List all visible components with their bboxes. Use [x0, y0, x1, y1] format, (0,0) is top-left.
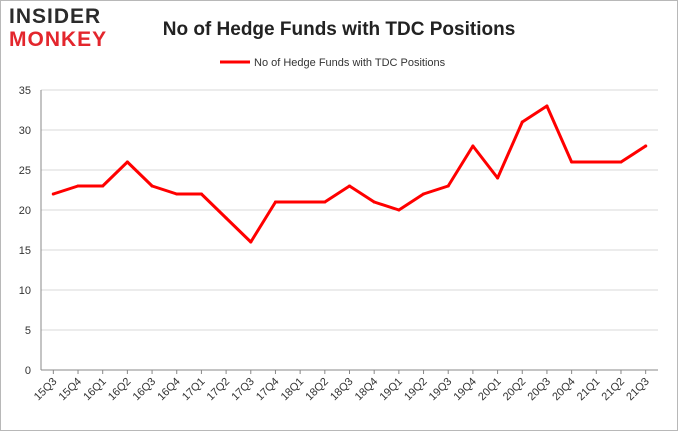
data-point [76, 184, 80, 188]
logo-line-2: MONKEY [9, 28, 108, 51]
data-point [545, 104, 549, 108]
x-tick-label: 18Q1 [279, 376, 307, 404]
x-tick-label: 19Q4 [451, 376, 479, 404]
data-point [594, 160, 598, 164]
x-tick-label: 19Q1 [377, 376, 405, 404]
data-point [348, 184, 351, 188]
data-point [175, 192, 179, 196]
series-line [51, 104, 648, 244]
x-tick-label: 21Q2 [600, 376, 628, 404]
x-axis: 15Q315Q416Q116Q216Q316Q417Q117Q217Q317Q4… [32, 370, 652, 403]
chart-title: No of Hedge Funds with TDC Positions [163, 19, 516, 40]
x-tick-label: 18Q3 [328, 376, 356, 404]
x-tick-label: 21Q1 [575, 376, 603, 404]
x-tick-label: 17Q4 [254, 376, 282, 404]
x-tick-label: 16Q2 [106, 376, 134, 404]
data-point [644, 144, 648, 148]
x-tick-label: 16Q1 [81, 376, 109, 404]
data-point [249, 240, 253, 244]
insider-monkey-logo: INSIDER MONKEY [9, 6, 107, 50]
x-tick-label: 15Q3 [32, 376, 60, 404]
data-point [150, 184, 154, 188]
series-layer [51, 104, 648, 244]
data-point [397, 208, 401, 212]
data-point [125, 160, 129, 164]
grid [41, 89, 658, 331]
x-tick-label: 18Q2 [303, 376, 331, 404]
x-tick-label: 18Q4 [353, 376, 381, 404]
data-point [446, 184, 450, 188]
data-point [323, 200, 327, 204]
legend-label: No of Hedge Funds with TDC Positions [254, 57, 446, 69]
logo-line-1: INSIDER [9, 5, 102, 28]
data-point [471, 144, 475, 148]
x-tick-label: 19Q2 [402, 376, 430, 404]
data-point [570, 160, 574, 164]
legend: No of Hedge Funds with TDC Positions [220, 57, 446, 69]
x-tick-label: 20Q3 [526, 376, 554, 404]
y-tick-label: 35 [19, 85, 31, 97]
x-tick-label: 20Q2 [501, 376, 529, 404]
data-point [199, 192, 203, 196]
y-tick-label: 0 [25, 365, 31, 377]
x-tick-label: 17Q1 [180, 376, 208, 404]
x-tick-label: 19Q3 [427, 376, 455, 404]
x-tick-label: 16Q4 [155, 376, 183, 404]
data-point [372, 200, 376, 204]
y-tick-label: 15 [19, 245, 31, 257]
x-tick-label: 17Q2 [205, 376, 233, 404]
x-tick-label: 17Q3 [229, 376, 257, 404]
data-point [51, 192, 55, 196]
data-point [422, 192, 426, 196]
y-tick-label: 5 [25, 325, 31, 337]
data-point [520, 120, 524, 124]
data-point [298, 200, 302, 204]
axes [40, 90, 658, 371]
x-tick-label: 15Q4 [57, 376, 85, 404]
x-tick-label: 20Q1 [476, 376, 504, 404]
y-axis: 0 5 10 15 20 25 30 35 [19, 85, 31, 377]
y-tick-label: 30 [19, 125, 31, 137]
data-point [273, 200, 277, 204]
data-point [496, 176, 500, 180]
x-tick-label: 21Q3 [624, 376, 652, 404]
y-tick-label: 10 [19, 285, 31, 297]
y-tick-label: 25 [19, 165, 31, 177]
data-point [101, 184, 105, 188]
x-tick-label: 16Q3 [131, 376, 159, 404]
y-tick-label: 20 [19, 205, 31, 217]
x-tick-label: 20Q4 [550, 376, 578, 404]
data-point [619, 160, 623, 164]
data-point [224, 216, 228, 220]
